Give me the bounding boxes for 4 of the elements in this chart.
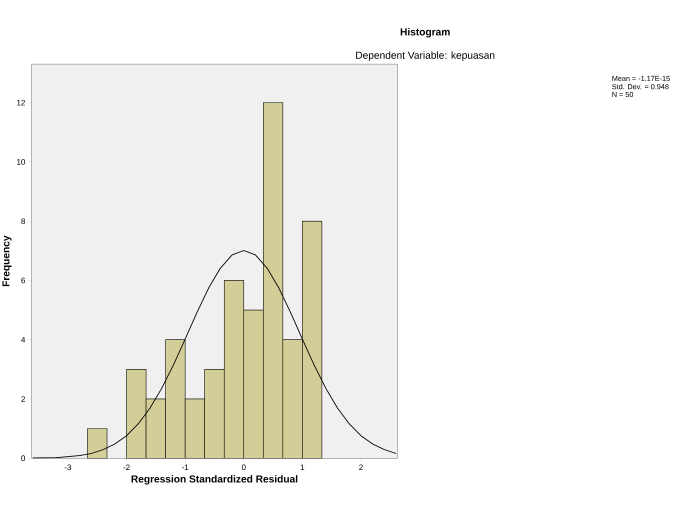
text: Histogram <box>400 28 450 38</box>
y-axis-title: Frequency <box>2 236 12 286</box>
x-axis-title: Regression Standardized Residual <box>132 475 298 485</box>
text: Dependent Variable: kepuasan <box>356 52 494 62</box>
